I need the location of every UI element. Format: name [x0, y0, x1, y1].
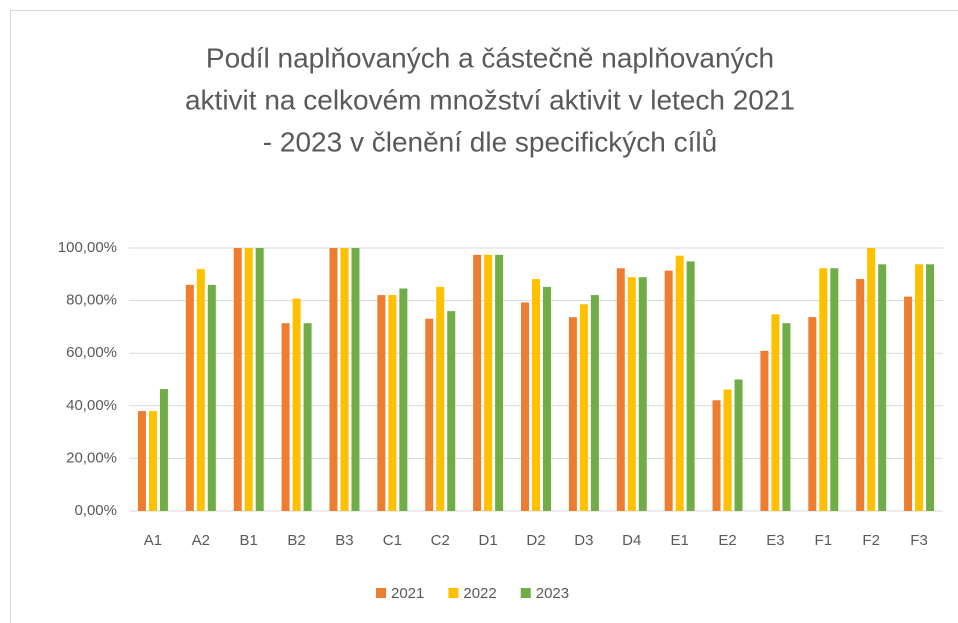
bar [495, 254, 504, 511]
x-tick-label: A1 [144, 532, 162, 549]
bar [878, 264, 887, 511]
bar [255, 248, 264, 511]
bar [436, 286, 445, 511]
bar [616, 268, 625, 511]
x-tick-label: D4 [622, 532, 641, 549]
x-tick-label: D1 [479, 532, 498, 549]
bar [329, 248, 338, 511]
x-tick-label: F2 [862, 532, 880, 549]
legend-label: 2023 [536, 585, 569, 602]
x-tick-label: E3 [766, 532, 784, 549]
bar [196, 269, 205, 511]
x-tick-label: F3 [910, 532, 928, 549]
bar [675, 255, 684, 511]
legend-swatch [448, 588, 459, 598]
bar [686, 261, 695, 511]
x-tick-label: D2 [526, 532, 545, 549]
y-tick-label: 20,00% [66, 449, 117, 466]
x-tick-label: B2 [287, 532, 305, 549]
bar [904, 296, 913, 511]
bar [579, 304, 588, 511]
chart-title: Podíl naplňovaných a částečně naplňovaný… [206, 42, 774, 73]
bar [388, 295, 397, 511]
x-tick-label: E2 [718, 532, 736, 549]
y-tick-label: 0,00% [74, 502, 117, 519]
bar [340, 248, 349, 511]
bar [915, 264, 924, 511]
bar [734, 379, 743, 511]
bar [303, 323, 312, 511]
bar [484, 254, 493, 511]
y-tick-label: 40,00% [66, 397, 117, 414]
bar [819, 268, 828, 511]
bar [399, 288, 408, 511]
bar [351, 248, 360, 511]
bar [712, 400, 721, 511]
bar [377, 295, 386, 511]
bar [638, 277, 647, 511]
bar [627, 277, 636, 511]
bar [159, 388, 168, 511]
x-tick-label: E1 [670, 532, 688, 549]
bar [425, 318, 434, 511]
bar [447, 311, 456, 511]
legend-label: 2021 [391, 585, 424, 602]
bar [233, 248, 242, 511]
y-tick-label: 60,00% [66, 344, 117, 361]
legend-label: 2022 [463, 585, 496, 602]
bar [664, 270, 673, 511]
bar [926, 264, 935, 511]
bar [543, 286, 551, 511]
bar [808, 317, 817, 511]
chart-title: aktivit na celkovém množství aktivit v l… [185, 84, 795, 115]
bar [281, 323, 290, 511]
legend-swatch [376, 588, 386, 598]
bar [521, 302, 529, 511]
x-tick-label: B1 [240, 532, 258, 549]
bar [590, 295, 599, 511]
chart-frame [10, 10, 958, 623]
x-tick-label: F1 [815, 532, 833, 549]
x-tick-label: C1 [383, 532, 402, 549]
x-tick-label: B3 [335, 532, 353, 549]
bar [723, 389, 732, 511]
bar [782, 323, 791, 511]
y-tick-label: 80,00% [66, 292, 117, 309]
bar [830, 268, 839, 511]
legend-swatch [520, 588, 531, 598]
bar [856, 279, 865, 511]
bar [207, 284, 216, 511]
bar [137, 411, 146, 511]
bar [532, 279, 540, 511]
bar [148, 411, 157, 511]
x-tick-label: A2 [192, 532, 210, 549]
bar [771, 314, 780, 511]
bar [292, 298, 301, 511]
bar [867, 248, 876, 511]
bar [760, 350, 769, 511]
bar [244, 248, 253, 511]
bar [185, 284, 194, 511]
x-tick-label: D3 [574, 532, 593, 549]
x-tick-label: C2 [431, 532, 450, 549]
y-tick-label: 100,00% [58, 239, 117, 256]
bar [473, 254, 482, 511]
chart-title: - 2023 v členění dle specifických cílů [263, 126, 717, 157]
bar [568, 317, 577, 511]
